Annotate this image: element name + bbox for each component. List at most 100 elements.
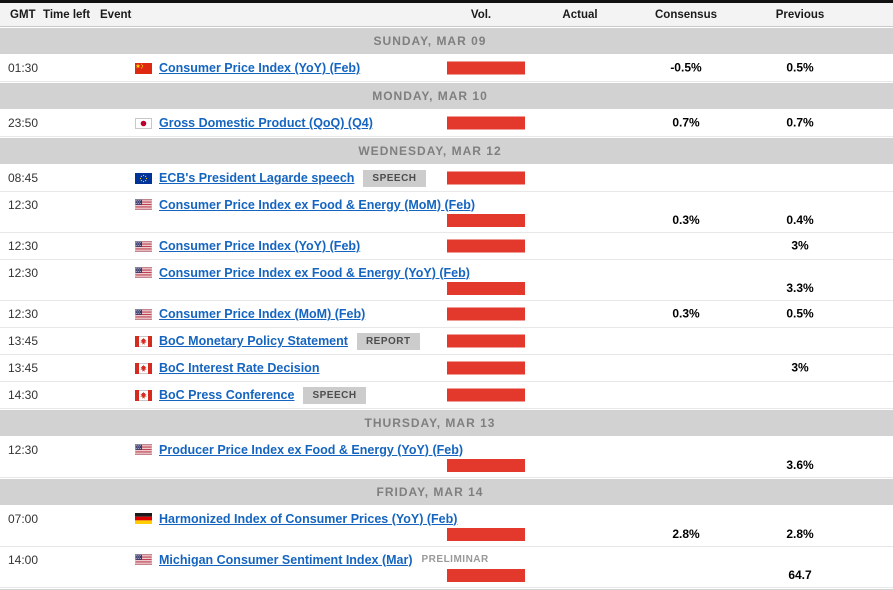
volatility-bar <box>447 528 525 541</box>
event-link[interactable]: Consumer Price Index ex Food & Energy (Y… <box>159 265 470 280</box>
previous-value: 0.5% <box>786 306 814 321</box>
event-row: 13:45 BoC Interest Rate Decision 3% <box>0 355 893 382</box>
gmt-time-cell: 08:45 <box>8 171 39 185</box>
gmt-time-cell: 13:45 <box>8 334 39 348</box>
volatility-bar <box>447 334 525 348</box>
gmt-time-cell: 23:50 <box>8 116 39 130</box>
flag-united-states-icon <box>135 267 152 278</box>
volatility-bar <box>447 239 525 253</box>
event-row: 08:45 ECB's President Lagarde speech SPEEC… <box>0 165 893 192</box>
event-row: 14:00 Michigan Consumer Sentiment Index (… <box>0 547 893 588</box>
event-link[interactable]: Consumer Price Index ex Food & Energy (M… <box>159 197 476 212</box>
previous-value: 3.3% <box>786 281 814 295</box>
date-section-label: WEDNESDAY, MAR 12 <box>358 144 502 158</box>
flag-united-states-icon <box>135 240 152 252</box>
volatility-bar <box>447 307 525 321</box>
col-header-previous: Previous <box>775 8 825 21</box>
date-section-header: WEDNESDAY, MAR 12 <box>0 137 893 165</box>
event-row: 14:30 BoC Press Conference SPEECH <box>0 382 893 409</box>
calendar-header-row: GMT Time left Event Vol. Actual Consensu… <box>0 0 893 27</box>
event-link[interactable]: BoC Interest Rate Decision <box>159 361 320 375</box>
previous-value: 2.8% <box>786 527 814 541</box>
gmt-time-cell: 14:00 <box>8 552 39 567</box>
col-header-consensus: Consensus <box>655 8 717 21</box>
col-header-event: Event <box>100 8 132 21</box>
event-link[interactable]: Consumer Price Index (YoY) (Feb) <box>159 61 361 75</box>
event-link[interactable]: Consumer Price Index (YoY) (Feb) <box>159 239 361 253</box>
consensus-value: 0.3% <box>672 306 700 321</box>
event-row: 12:30 Consumer Price Index ex Food & Ener… <box>0 192 893 233</box>
volatility-bar <box>447 361 525 375</box>
event-link[interactable]: ECB's President Lagarde speech <box>159 171 355 185</box>
event-link[interactable]: Harmonized Index of Consumer Prices (YoY… <box>159 511 458 526</box>
flag-united-states-icon <box>135 199 152 210</box>
event-type-badge: SPEECH <box>363 169 426 187</box>
gmt-time-cell: 12:30 <box>8 442 39 457</box>
volatility-bar <box>447 61 525 75</box>
event-row: 12:30 Consumer Price Index (YoY) (Feb) 3% <box>0 233 893 260</box>
date-section-header: MONDAY, MAR 10 <box>0 82 893 110</box>
date-section-header: THURSDAY, MAR 13 <box>0 409 893 437</box>
col-header-gmt: GMT <box>10 8 36 21</box>
volatility-bar <box>447 388 525 402</box>
event-row: 01:30 Consumer Price Index (YoY) (Feb) -0.… <box>0 55 893 82</box>
flag-japan-icon <box>135 117 152 129</box>
event-link[interactable]: BoC Press Conference <box>159 388 295 402</box>
previous-value: 3.6% <box>786 458 814 472</box>
event-row: 12:30 Producer Price Index ex Food & Ener… <box>0 437 893 478</box>
date-section-label: THURSDAY, MAR 13 <box>364 416 496 430</box>
volatility-bar <box>447 459 525 472</box>
gmt-time-cell: 01:30 <box>8 61 39 75</box>
volatility-bar <box>447 171 525 185</box>
preliminary-label: PRELIMINAR <box>421 554 489 565</box>
event-type-badge: SPEECH <box>303 386 366 404</box>
col-header-time-left: Time left <box>43 8 91 21</box>
event-link[interactable]: Michigan Consumer Sentiment Index (Mar) <box>159 552 413 567</box>
gmt-time-cell: 13:45 <box>8 361 39 375</box>
gmt-time-cell: 14:30 <box>8 388 39 402</box>
event-row-line: 14:30 BoC Press Conference SPEECH <box>0 382 366 408</box>
volatility-bar <box>447 116 525 130</box>
event-row-line: 12:30 Consumer Price Index ex Food & Ener… <box>0 263 470 282</box>
flag-germany-icon <box>135 513 152 524</box>
event-row-line: 14:00 Michigan Consumer Sentiment Index (… <box>0 550 489 569</box>
event-row-line: 08:45 ECB's President Lagarde speech SPEEC… <box>0 165 426 191</box>
volatility-bar <box>447 282 525 295</box>
event-row-line: 13:45 BoC Interest Rate Decision <box>0 355 319 381</box>
col-header-actual: Actual <box>562 8 598 21</box>
flag-united-states-icon <box>135 308 152 320</box>
flag-canada-icon <box>135 362 152 374</box>
event-type-badge: REPORT <box>356 332 420 350</box>
previous-value: 0.4% <box>786 213 814 227</box>
flag-canada-icon <box>135 335 152 347</box>
gmt-time-cell: 12:30 <box>8 265 39 280</box>
col-header-vol: Vol. <box>470 8 492 21</box>
event-link[interactable]: Gross Domestic Product (QoQ) (Q4) <box>159 116 373 130</box>
consensus-value: -0.5% <box>670 60 702 75</box>
previous-value: 3% <box>791 360 809 375</box>
previous-value: 3% <box>791 238 809 253</box>
event-link[interactable]: Consumer Price Index (MoM) (Feb) <box>159 307 366 321</box>
flag-european-union-icon <box>135 172 152 184</box>
calendar-body: SUNDAY, MAR 09 01:30 Consumer Price Index … <box>0 27 893 588</box>
flag-united-states-icon <box>135 444 152 455</box>
event-row-line: 12:30 Producer Price Index ex Food & Ener… <box>0 440 463 459</box>
gmt-time-cell: 07:00 <box>8 511 39 526</box>
gmt-time-cell: 12:30 <box>8 307 39 321</box>
date-section-header: FRIDAY, MAR 14 <box>0 478 893 506</box>
event-row-line: 07:00 Harmonized Index of Consumer Prices… <box>0 509 457 528</box>
volatility-bar <box>447 214 525 227</box>
event-link[interactable]: Producer Price Index ex Food & Energy (Y… <box>159 442 463 457</box>
consensus-value: 0.3% <box>672 213 700 227</box>
event-row: 12:30 Consumer Price Index ex Food & Ener… <box>0 260 893 301</box>
event-row-line: 12:30 Consumer Price Index (MoM) (Feb) <box>0 301 365 327</box>
date-section-label: SUNDAY, MAR 09 <box>373 34 487 48</box>
consensus-value: 0.7% <box>672 115 700 130</box>
previous-value: 0.7% <box>786 115 814 130</box>
event-link[interactable]: BoC Monetary Policy Statement <box>159 334 348 348</box>
volatility-bar <box>447 569 525 582</box>
date-section-label: MONDAY, MAR 10 <box>372 89 488 103</box>
gmt-time-cell: 12:30 <box>8 197 39 212</box>
next-section-strip <box>0 588 893 590</box>
